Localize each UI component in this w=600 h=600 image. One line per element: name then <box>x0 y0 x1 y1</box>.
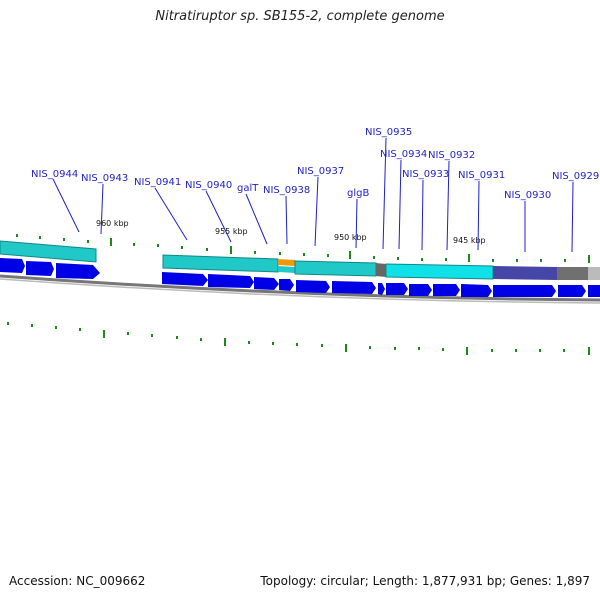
bottom-tick-group <box>7 322 590 355</box>
cds-band <box>588 267 600 280</box>
gene-arrow <box>296 280 330 293</box>
gene-label[interactable]: NIS_0935 <box>365 127 412 138</box>
cds-band <box>557 267 588 280</box>
gene-arrow <box>26 261 54 276</box>
accession-text: Accession: NC_009662 <box>9 574 146 588</box>
gene-label[interactable]: NIS_0929 <box>552 171 599 182</box>
gene-arrow <box>0 258 25 273</box>
map-title: Nitratiruptor sp. SB155-2, complete geno… <box>155 9 445 24</box>
kbp-label: 955 kbp <box>215 227 248 236</box>
leader-line <box>382 137 387 250</box>
gene-arrow <box>162 272 208 286</box>
kbp-label: 945 kbp <box>453 236 486 245</box>
kbp-label: 950 kbp <box>334 233 367 242</box>
leader-line <box>100 183 104 235</box>
leader-line-group <box>52 137 574 253</box>
cds-band <box>385 263 494 280</box>
leader-line <box>52 178 80 233</box>
leader-line <box>205 190 232 243</box>
leader-line <box>421 179 424 251</box>
top-tick-group <box>16 234 590 263</box>
gene-arrow <box>254 277 279 290</box>
gene-label[interactable]: NIS_0940 <box>185 180 232 191</box>
gene-arrow <box>409 284 432 296</box>
genome-summary-text: Topology: circular; Length: 1,877,931 bp… <box>260 574 590 588</box>
leader-line <box>446 160 450 251</box>
gene-arrow <box>558 285 586 297</box>
gene-arrow <box>208 274 254 288</box>
leader-line <box>314 176 319 247</box>
gene-arrow-group <box>0 258 600 297</box>
cds-band <box>376 263 386 277</box>
gene-label[interactable]: NIS_0941 <box>134 177 181 188</box>
genome-backbone-shadow <box>0 278 600 304</box>
leader-line <box>154 187 188 241</box>
gene-arrow <box>461 284 492 297</box>
gene-arrow <box>493 285 556 297</box>
leader-line <box>285 195 288 245</box>
gene-label[interactable]: NIS_0934 <box>380 149 427 160</box>
leader-line <box>571 181 574 253</box>
gene-arrow <box>279 279 294 291</box>
gene-arrow <box>56 263 100 279</box>
gene-label[interactable]: galT <box>237 183 259 194</box>
leader-line <box>355 198 358 249</box>
gene-arrow <box>433 284 460 296</box>
gene-label[interactable]: NIS_0930 <box>504 190 551 201</box>
gene-label[interactable]: glgB <box>347 188 369 199</box>
gene-arrow <box>332 281 376 294</box>
gene-label[interactable]: NIS_0931 <box>458 170 505 181</box>
kbp-label: 960 kbp <box>96 219 129 228</box>
cds-band <box>0 240 97 263</box>
gene-arrow <box>588 285 600 297</box>
leader-line <box>398 159 402 250</box>
cds-band <box>294 260 377 277</box>
cds-band-group <box>0 240 600 280</box>
leader-line <box>477 180 480 251</box>
gene-label[interactable]: NIS_0937 <box>297 166 344 177</box>
gene-arrow <box>378 283 385 295</box>
gene-label[interactable]: NIS_0938 <box>263 185 310 196</box>
cds-band <box>278 266 295 273</box>
gene-label[interactable]: NIS_0944 <box>31 169 78 180</box>
cds-band <box>493 266 557 280</box>
leader-line <box>245 193 268 245</box>
gene-label[interactable]: NIS_0933 <box>402 169 449 180</box>
gene-label[interactable]: NIS_0932 <box>428 150 475 161</box>
cds-band <box>278 259 295 266</box>
genome-backbone <box>0 274 600 302</box>
cds-band <box>162 254 279 273</box>
gene-label[interactable]: NIS_0943 <box>81 173 128 184</box>
gene-arrow <box>386 283 408 295</box>
